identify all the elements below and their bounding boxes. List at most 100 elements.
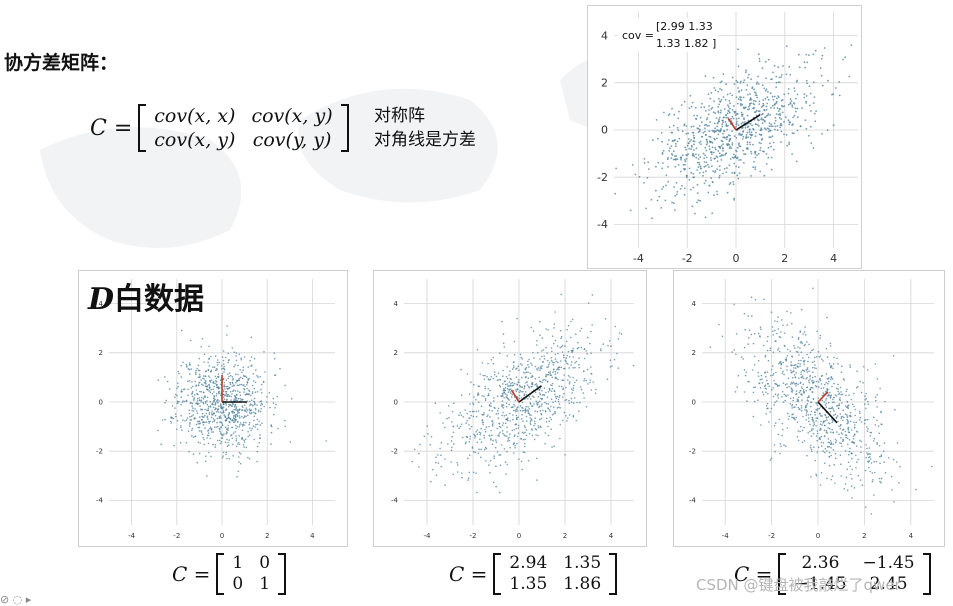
- data-point: [470, 425, 473, 428]
- data-point: [205, 385, 208, 388]
- data-point: [485, 426, 488, 428]
- data-point: [194, 408, 196, 410]
- data-point: [890, 475, 893, 478]
- data-point: [269, 406, 271, 409]
- data-point: [200, 399, 203, 402]
- data-point: [232, 432, 235, 434]
- data-point: [814, 375, 816, 378]
- data-point: [823, 429, 826, 432]
- data-point: [749, 133, 751, 136]
- data-point: [816, 330, 818, 333]
- data-point: [225, 433, 227, 435]
- data-point: [722, 172, 724, 175]
- data-point: [846, 489, 849, 491]
- data-point: [767, 91, 769, 93]
- data-point: [704, 165, 707, 167]
- data-point: [746, 114, 749, 117]
- data-point: [501, 395, 504, 397]
- data-point: [717, 150, 720, 152]
- data-point: [789, 383, 792, 385]
- data-point: [707, 113, 710, 116]
- data-point: [217, 359, 219, 361]
- data-point: [451, 410, 454, 413]
- data-point: [503, 415, 506, 417]
- data-point: [188, 450, 190, 453]
- data-point: [773, 404, 775, 406]
- data-point: [824, 447, 827, 450]
- data-point: [461, 436, 464, 439]
- data-point: [864, 403, 866, 405]
- data-point: [808, 395, 810, 397]
- data-point: [835, 431, 838, 433]
- data-point: [778, 384, 781, 387]
- data-point: [164, 418, 166, 421]
- data-point: [580, 346, 583, 349]
- data-point: [815, 474, 818, 477]
- data-point: [205, 412, 208, 415]
- data-point: [700, 106, 703, 109]
- data-point: [583, 380, 585, 382]
- data-point: [849, 465, 851, 468]
- data-point: [218, 439, 221, 442]
- data-point: [234, 364, 236, 366]
- data-point: [253, 387, 256, 390]
- data-point: [277, 427, 279, 430]
- data-point: [789, 102, 792, 105]
- data-point: [238, 377, 240, 380]
- data-point: [809, 378, 811, 381]
- data-point: [782, 361, 784, 364]
- data-point: [852, 438, 855, 440]
- data-point: [676, 127, 679, 129]
- data-point: [206, 396, 209, 399]
- data-point: [629, 209, 632, 212]
- data-point: [479, 433, 481, 436]
- data-point: [808, 379, 810, 382]
- data-point: [850, 485, 853, 487]
- data-point: [855, 467, 857, 469]
- data-point: [710, 159, 712, 162]
- data-point: [778, 350, 781, 353]
- data-point: [469, 410, 471, 413]
- data-point: [617, 367, 620, 369]
- data-point: [708, 148, 711, 151]
- data-point: [725, 116, 728, 119]
- data-point: [231, 381, 234, 384]
- data-point: [590, 330, 592, 333]
- data-point: [703, 165, 706, 168]
- data-point: [254, 402, 256, 405]
- data-point: [448, 416, 450, 419]
- data-point: [837, 383, 839, 386]
- data-point: [720, 89, 723, 91]
- data-point: [801, 399, 803, 401]
- data-point: [238, 461, 240, 463]
- data-point: [694, 106, 697, 109]
- data-point: [221, 437, 224, 439]
- data-point: [539, 418, 541, 421]
- data-point: [774, 401, 776, 404]
- data-point: [202, 384, 204, 387]
- data-point: [876, 441, 878, 444]
- data-point: [747, 76, 749, 79]
- data-point: [844, 405, 847, 407]
- data-point: [753, 400, 756, 403]
- data-point: [246, 381, 249, 383]
- data-point: [224, 416, 227, 418]
- data-point: [529, 420, 532, 422]
- data-point: [572, 414, 575, 417]
- data-point: [244, 385, 246, 388]
- data-point: [738, 134, 740, 136]
- caption-positive: C = 2.94 1.35 1.35 1.86: [449, 553, 618, 595]
- data-point: [742, 96, 745, 99]
- data-point: [551, 414, 554, 416]
- data-point: [435, 456, 437, 459]
- x-tick-label: 0: [220, 532, 224, 540]
- data-point: [794, 406, 796, 408]
- data-point: [805, 414, 808, 416]
- data-point: [741, 115, 744, 117]
- data-point: [570, 397, 573, 400]
- data-point: [461, 472, 463, 474]
- data-point: [185, 400, 188, 402]
- data-point: [844, 56, 847, 59]
- data-point: [684, 163, 686, 166]
